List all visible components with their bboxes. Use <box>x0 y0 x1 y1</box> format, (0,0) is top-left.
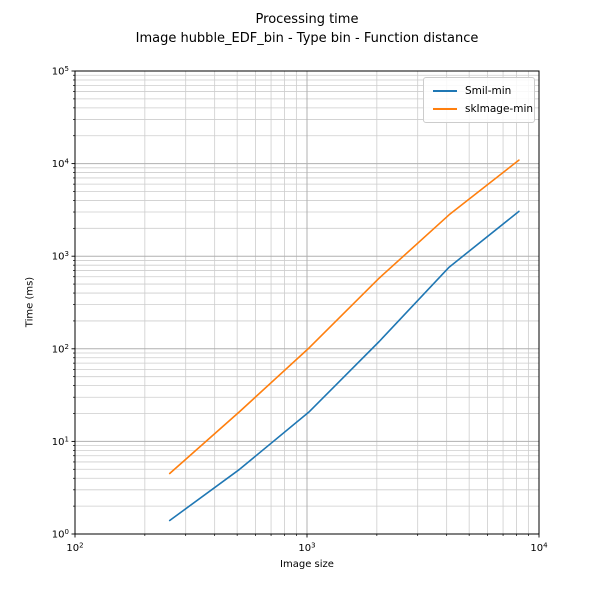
chart-title-line2: Image hubble_EDF_bin - Type bin - Functi… <box>135 31 479 46</box>
svg-text:102: 102 <box>52 343 69 356</box>
tick-marks <box>71 70 540 538</box>
x-tick-labels: 102 103 104 <box>66 542 548 555</box>
grid-minor <box>75 71 539 534</box>
plot-line-skimage-min <box>168 159 520 475</box>
chart-title-line1: Processing time <box>255 12 359 27</box>
svg-text:105: 105 <box>52 65 69 78</box>
chart-title: Processing time Image hubble_EDF_bin - T… <box>75 10 539 48</box>
svg-text:100: 100 <box>52 528 69 541</box>
x-axis-label: Image size <box>280 559 334 570</box>
legend-line-swatch <box>433 90 457 92</box>
plot-line-smil-min <box>168 210 520 522</box>
legend-label: Smil-min <box>465 85 512 97</box>
svg-text:103: 103 <box>298 542 315 555</box>
svg-text:104: 104 <box>530 542 548 555</box>
svg-text:102: 102 <box>66 542 83 555</box>
svg-text:104: 104 <box>52 158 70 171</box>
legend-item: Smil-min <box>424 82 534 100</box>
legend-label: skImage-min <box>465 103 534 115</box>
legend-item: skImage-min <box>424 100 534 118</box>
svg-text:103: 103 <box>52 250 69 263</box>
svg-text:101: 101 <box>52 435 69 448</box>
legend-line-swatch <box>433 108 457 110</box>
legend: Smil-min skImage-min <box>423 77 535 123</box>
y-tick-labels: 100 101 102 103 104 105 <box>52 65 70 541</box>
